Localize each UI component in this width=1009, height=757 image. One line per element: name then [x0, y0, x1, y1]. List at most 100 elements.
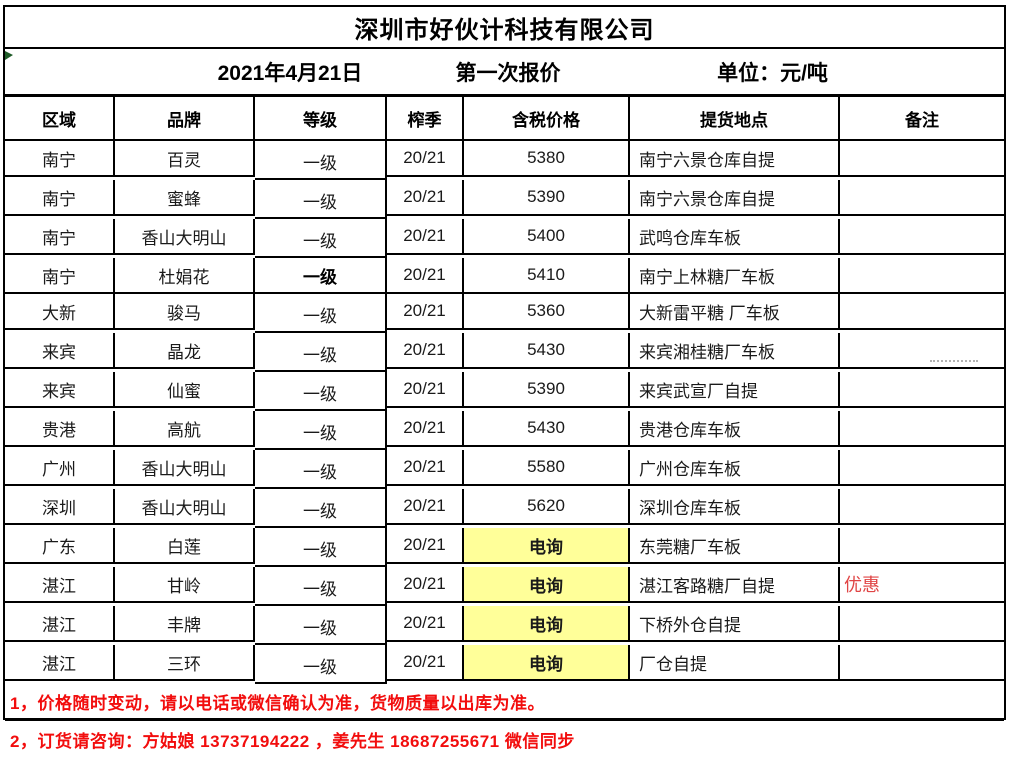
cell-season: 20/21 — [387, 528, 464, 564]
cell-brand: 香山大明山 — [115, 489, 255, 525]
quote-date: 2021年4月21日 — [217, 61, 363, 85]
cell-season: 20/21 — [387, 180, 464, 216]
cell-region: 湛江 — [5, 567, 115, 603]
table-row: 湛江 三环 一级 20/21 电询 厂仓自提 — [5, 645, 1004, 684]
column-header-price: 含税价格 — [464, 97, 630, 141]
cell-remark — [840, 489, 1004, 525]
cell-region: 南宁 — [5, 180, 115, 216]
cell-region: 来宾 — [5, 333, 115, 369]
cell-season: 20/21 — [387, 333, 464, 369]
cell-price: 5430 — [464, 333, 630, 369]
cell-remark — [840, 645, 1004, 681]
cell-season: 20/21 — [387, 294, 464, 330]
table-row: 深圳 香山大明山 一级 20/21 5620 深圳仓库车板 — [5, 489, 1004, 528]
cell-remark: 优惠 — [840, 567, 1004, 603]
cell-remark — [840, 219, 1004, 255]
cell-grade: 一级 — [255, 141, 387, 180]
cell-grade: 一级 — [255, 180, 387, 219]
table-row: 湛江 甘岭 一级 20/21 电询 湛江客路糖厂自提 优惠 — [5, 567, 1004, 606]
cell-price: 5390 — [464, 180, 630, 216]
cell-brand: 蜜蜂 — [115, 180, 255, 216]
cell-region: 大新 — [5, 294, 115, 330]
notes-section: 1，价格随时变动，请以电话或微信确认为准，货物质量以出库为准。 2，订货请咨询：… — [5, 684, 1004, 757]
cell-brand: 香山大明山 — [115, 450, 255, 486]
cell-brand: 高航 — [115, 411, 255, 447]
cell-price: 电询 — [464, 528, 630, 564]
cell-location: 来宾湘桂糖厂车板 — [630, 333, 840, 369]
cell-grade: 一级 — [255, 258, 387, 294]
cell-season: 20/21 — [387, 141, 464, 177]
cell-price: 电询 — [464, 645, 630, 681]
cell-location: 南宁六景仓库自提 — [630, 180, 840, 216]
cell-remark — [840, 141, 1004, 177]
table-row: 南宁 香山大明山 一级 20/21 5400 武鸣仓库车板 — [5, 219, 1004, 258]
cell-region: 南宁 — [5, 219, 115, 255]
table-row: 来宾 仙蜜 一级 20/21 5390 来宾武宣厂自提 — [5, 372, 1004, 411]
table-header-row: 区域 品牌 等级 榨季 含税价格 提货地点 备注 — [5, 97, 1004, 141]
cell-location: 来宾武宣厂自提 — [630, 372, 840, 408]
remark-text: 优惠 — [844, 575, 880, 595]
cell-brand: 香山大明山 — [115, 219, 255, 255]
cell-price: 5390 — [464, 372, 630, 408]
table-row: 大新 骏马 一级 20/21 5360 大新雷平糖 厂车板 — [5, 294, 1004, 333]
cell-grade: 一级 — [255, 411, 387, 450]
cell-remark — [840, 450, 1004, 486]
cell-region: 南宁 — [5, 141, 115, 177]
cell-season: 20/21 — [387, 258, 464, 294]
price-sheet: 深圳市好伙计科技有限公司 2021年4月21日 第一次报价 单位：元/吨 区域 … — [3, 5, 1006, 751]
cell-region: 广东 — [5, 528, 115, 564]
cell-remark — [840, 294, 1004, 330]
cell-location: 南宁上林糖厂车板 — [630, 258, 840, 294]
cell-remark — [840, 372, 1004, 408]
note-contact-info: 2，订货请咨询：方姑娘 13737194222 ，姜先生 18687255671… — [10, 731, 575, 751]
cell-season: 20/21 — [387, 450, 464, 486]
unit-label: 单位：元/吨 — [717, 61, 828, 85]
cell-brand: 甘岭 — [115, 567, 255, 603]
cell-remark — [840, 528, 1004, 564]
cell-location: 南宁六景仓库自提 — [630, 141, 840, 177]
cell-season: 20/21 — [387, 567, 464, 603]
cell-region: 广州 — [5, 450, 115, 486]
green-corner-mark — [5, 51, 13, 60]
table-row: 南宁 百灵 一级 20/21 5380 南宁六景仓库自提 — [5, 141, 1004, 180]
company-title: 深圳市好伙计科技有限公司 — [354, 17, 655, 44]
cell-season: 20/21 — [387, 645, 464, 681]
cell-brand: 骏马 — [115, 294, 255, 330]
cell-price: 5400 — [464, 219, 630, 255]
cell-location: 大新雷平糖 厂车板 — [630, 294, 840, 330]
quote-number: 第一次报价 — [455, 61, 561, 85]
cell-region: 深圳 — [5, 489, 115, 525]
cell-location: 武鸣仓库车板 — [630, 219, 840, 255]
cell-brand: 杜娟花 — [115, 258, 255, 294]
cell-season: 20/21 — [387, 219, 464, 255]
cell-location: 贵港仓库车板 — [630, 411, 840, 447]
cell-region: 南宁 — [5, 258, 115, 294]
cell-region: 贵港 — [5, 411, 115, 447]
cell-price: 5580 — [464, 450, 630, 486]
table-row: 广东 白莲 一级 20/21 电询 东莞糖厂车板 — [5, 528, 1004, 567]
cell-location: 下桥外仓自提 — [630, 606, 840, 642]
note-price-disclaimer: 1，价格随时变动，请以电话或微信确认为准，货物质量以出库为准。 — [5, 684, 1004, 721]
cell-remark — [840, 180, 1004, 216]
cell-brand: 仙蜜 — [115, 372, 255, 408]
cell-location: 深圳仓库车板 — [630, 489, 840, 525]
cell-brand: 百灵 — [115, 141, 255, 177]
cell-price: 5380 — [464, 141, 630, 177]
cell-location: 湛江客路糖厂自提 — [630, 567, 840, 603]
cell-brand: 丰牌 — [115, 606, 255, 642]
table-row: 来宾 晶龙 一级 20/21 5430 来宾湘桂糖厂车板 — [5, 333, 1004, 372]
cell-price: 5360 — [464, 294, 630, 330]
cell-location: 厂仓自提 — [630, 645, 840, 681]
dotted-smudge-artifact — [930, 360, 978, 362]
cell-price: 5620 — [464, 489, 630, 525]
cell-season: 20/21 — [387, 606, 464, 642]
column-header-brand: 品牌 — [115, 97, 255, 141]
cell-brand: 三环 — [115, 645, 255, 681]
cell-grade: 一级 — [255, 333, 387, 372]
cell-price: 5430 — [464, 411, 630, 447]
cell-grade: 一级 — [255, 528, 387, 567]
cell-region: 湛江 — [5, 645, 115, 681]
cell-price: 电询 — [464, 567, 630, 603]
cell-remark — [840, 333, 1004, 369]
cell-grade: 一级 — [255, 567, 387, 606]
